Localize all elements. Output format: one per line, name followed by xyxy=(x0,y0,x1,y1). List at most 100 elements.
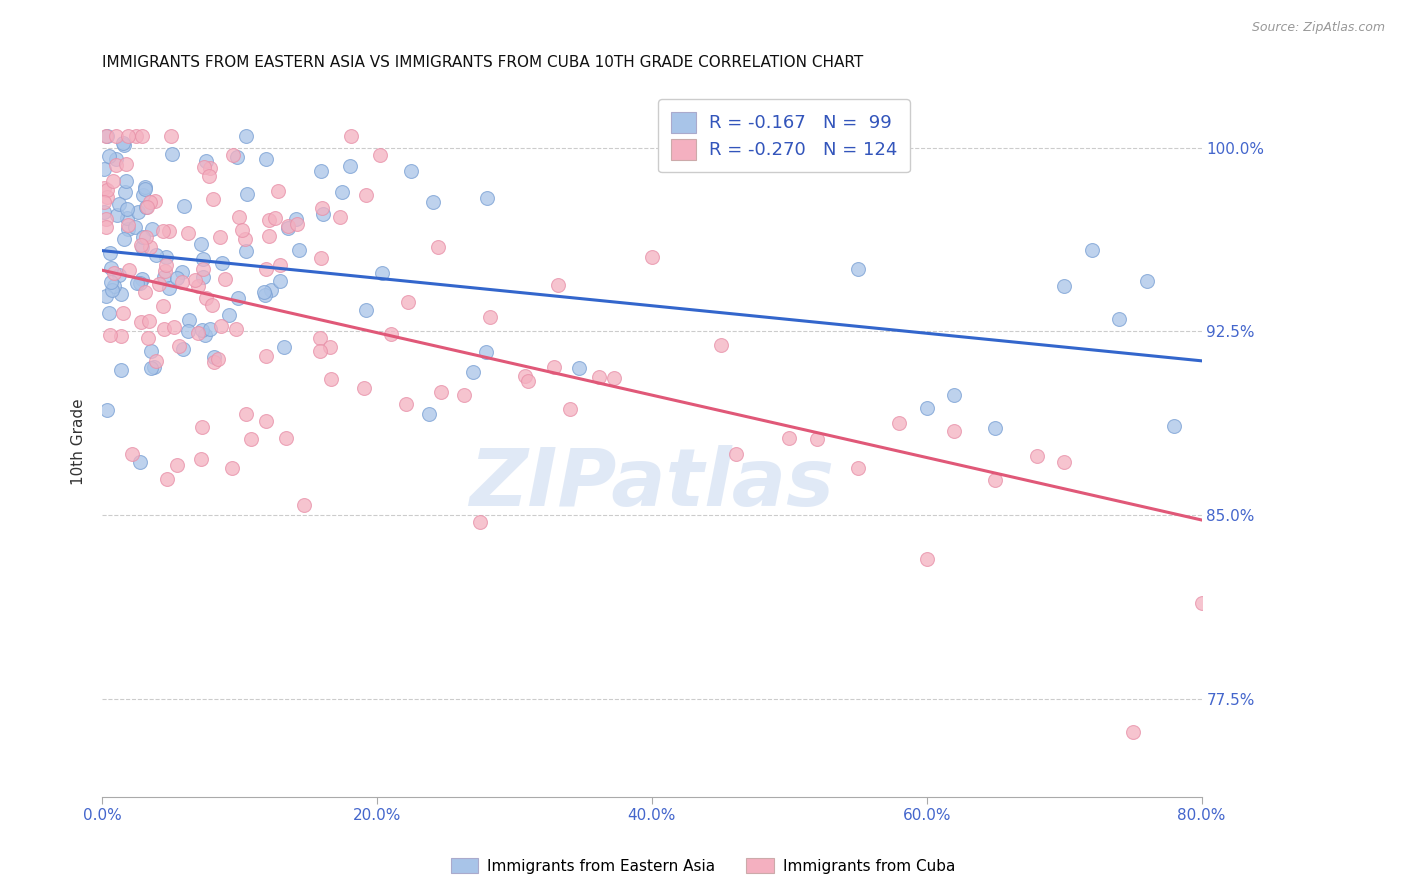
Point xyxy=(112,138,135,153)
Point xyxy=(319,372,342,386)
Point xyxy=(101,283,124,297)
Point xyxy=(277,221,299,235)
Point xyxy=(1136,274,1159,288)
Point xyxy=(142,359,165,374)
Point xyxy=(163,319,186,334)
Legend: R = -0.167   N =  99, R = -0.270   N = 124: R = -0.167 N = 99, R = -0.270 N = 124 xyxy=(658,99,910,172)
Point xyxy=(588,370,610,384)
Point xyxy=(167,338,190,352)
Point xyxy=(131,238,153,252)
Point xyxy=(111,136,134,150)
Point xyxy=(394,397,416,411)
Point xyxy=(312,207,335,221)
Point xyxy=(201,298,224,312)
Point xyxy=(131,128,153,143)
Point xyxy=(221,461,243,475)
Point xyxy=(477,191,499,205)
Point xyxy=(399,164,422,178)
Point xyxy=(93,204,115,219)
Point xyxy=(190,236,212,251)
Point xyxy=(285,217,308,231)
Point xyxy=(226,150,249,164)
Point xyxy=(209,318,232,333)
Point xyxy=(846,261,869,276)
Point xyxy=(94,219,117,234)
Point xyxy=(235,128,257,143)
Point xyxy=(117,128,139,143)
Point xyxy=(641,250,664,264)
Point xyxy=(145,248,167,262)
Point xyxy=(195,291,218,305)
Point xyxy=(139,194,162,209)
Point xyxy=(198,169,221,183)
Point xyxy=(177,226,200,240)
Point xyxy=(371,266,394,280)
Point xyxy=(368,148,391,162)
Point xyxy=(162,146,184,161)
Point xyxy=(139,240,162,254)
Point xyxy=(209,229,232,244)
Point xyxy=(276,431,298,445)
Point xyxy=(152,321,174,335)
Point xyxy=(226,291,249,305)
Point xyxy=(277,219,299,233)
Point xyxy=(195,154,218,169)
Point xyxy=(710,338,733,352)
Point xyxy=(253,285,276,300)
Point xyxy=(846,460,869,475)
Point xyxy=(202,354,225,368)
Point xyxy=(236,187,259,202)
Point xyxy=(1053,455,1076,469)
Point xyxy=(253,288,276,302)
Point xyxy=(187,279,209,293)
Point xyxy=(202,350,225,364)
Point xyxy=(129,277,152,291)
Point xyxy=(190,452,212,467)
Point xyxy=(202,192,225,206)
Point xyxy=(94,128,117,143)
Point xyxy=(136,331,159,345)
Point xyxy=(184,272,207,286)
Point xyxy=(943,387,966,401)
Point xyxy=(207,351,229,366)
Point xyxy=(1108,311,1130,326)
Point xyxy=(263,211,285,226)
Point xyxy=(96,212,118,227)
Point xyxy=(179,313,201,327)
Point xyxy=(547,277,569,292)
Point xyxy=(287,243,309,257)
Point xyxy=(132,187,155,202)
Point xyxy=(104,128,127,143)
Point xyxy=(139,361,162,376)
Point xyxy=(1122,724,1144,739)
Point xyxy=(129,455,152,469)
Point xyxy=(273,339,295,353)
Point xyxy=(353,381,375,395)
Point xyxy=(98,245,121,260)
Point xyxy=(984,421,1007,435)
Point xyxy=(155,258,177,272)
Point xyxy=(235,244,257,259)
Point xyxy=(100,275,122,289)
Point xyxy=(354,187,377,202)
Point xyxy=(129,315,152,329)
Point xyxy=(152,224,174,238)
Point xyxy=(166,458,188,472)
Point xyxy=(193,270,215,285)
Point xyxy=(139,344,162,359)
Point xyxy=(269,274,291,288)
Point xyxy=(257,212,280,227)
Point xyxy=(98,328,121,343)
Point xyxy=(806,432,828,446)
Point xyxy=(1163,418,1185,433)
Point xyxy=(103,267,125,281)
Point xyxy=(943,425,966,439)
Point xyxy=(127,205,149,219)
Point xyxy=(131,272,153,286)
Point xyxy=(117,218,139,232)
Point xyxy=(257,229,280,244)
Point xyxy=(478,310,501,324)
Point xyxy=(173,199,195,213)
Point xyxy=(115,211,138,225)
Point xyxy=(97,306,120,320)
